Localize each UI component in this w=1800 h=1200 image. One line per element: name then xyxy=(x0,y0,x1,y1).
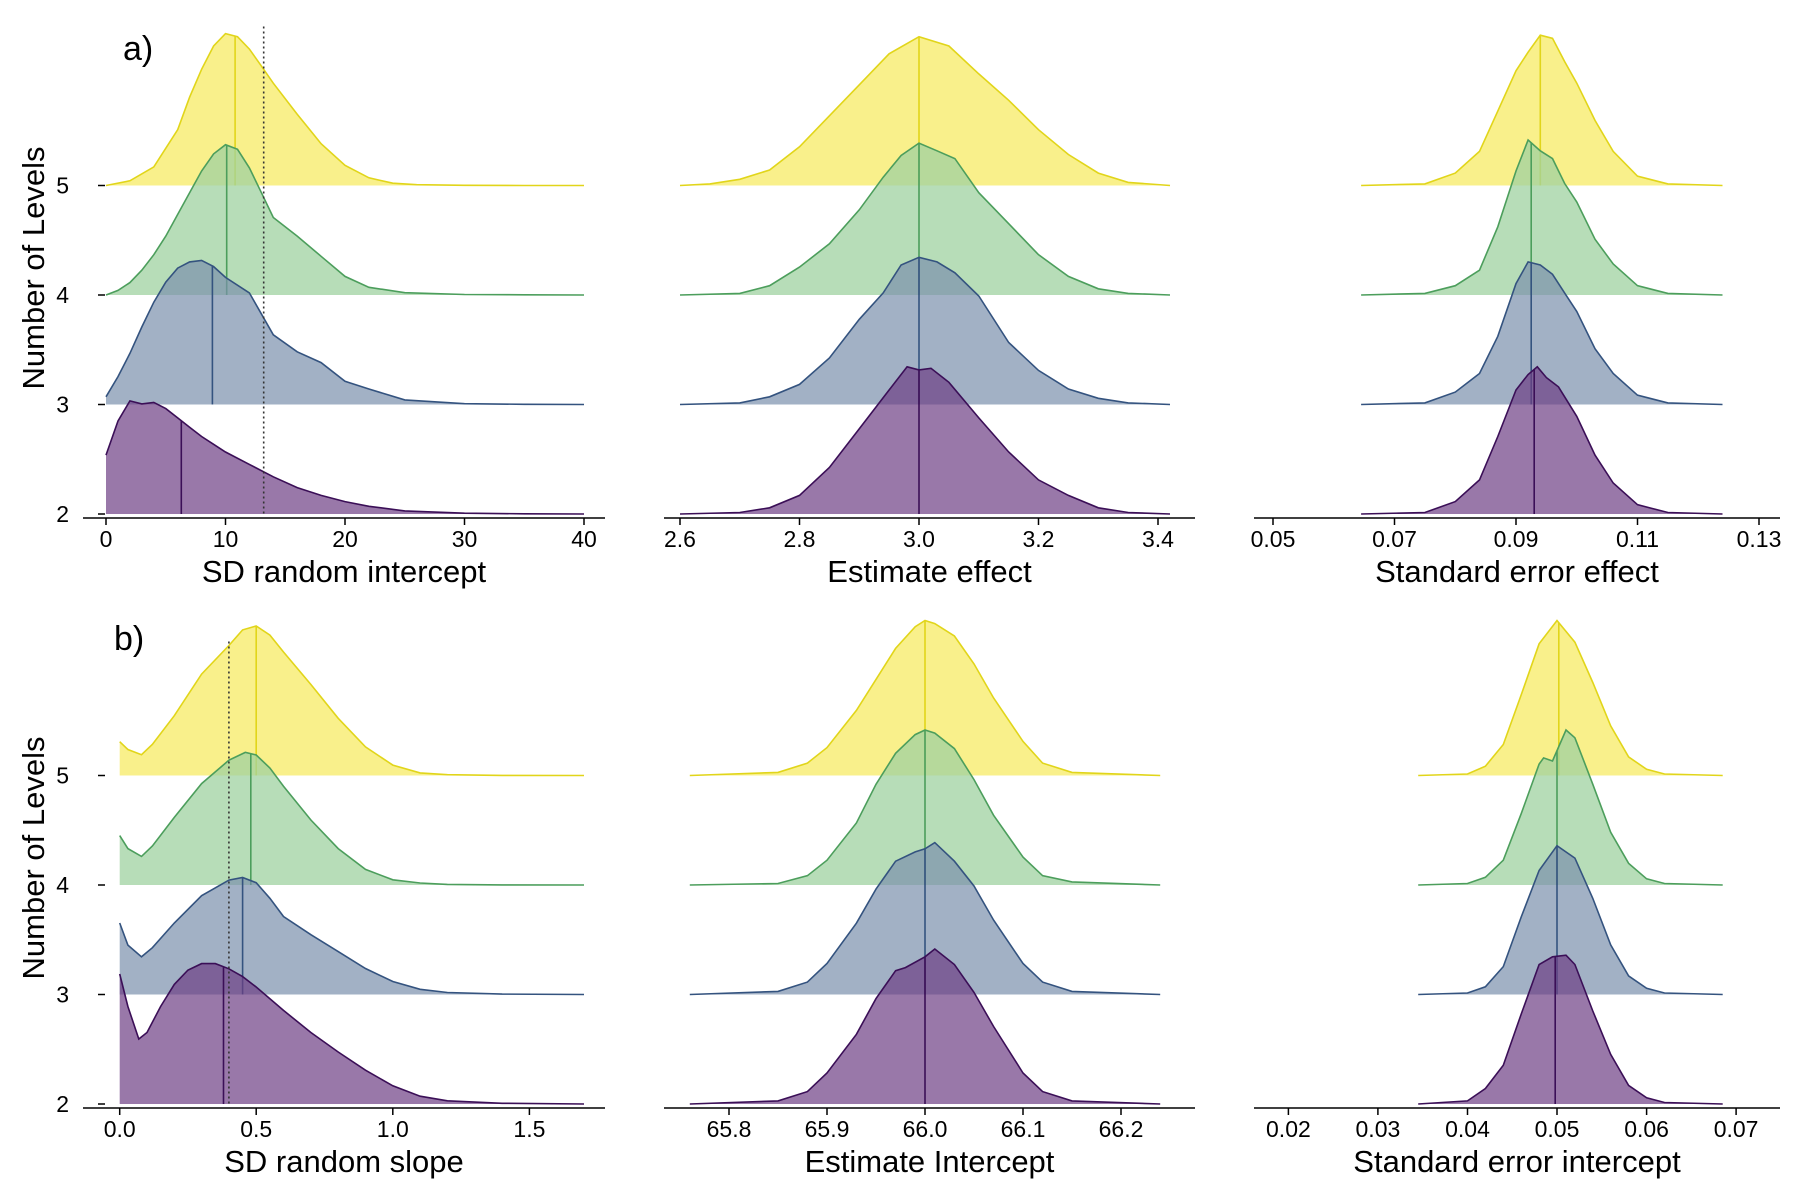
ridge-fill-level-2 xyxy=(1418,955,1723,1104)
x-tick-label: 3.4 xyxy=(1142,526,1174,552)
x-tick-label: 0 xyxy=(100,526,113,552)
panel-sd-random-slope: 0.0 0.5 1.0 1.5 SD random slope 2 3 4 5 xyxy=(56,625,605,1179)
x-axis-title: SD random slope xyxy=(224,1144,464,1179)
x-tick-label: 30 xyxy=(452,526,478,552)
y-tick-label: 4 xyxy=(56,872,69,898)
ridge-fill-level-4 xyxy=(680,143,1170,295)
ridge-fill-level-5 xyxy=(119,626,584,776)
x-tick-label: 2.8 xyxy=(784,526,816,552)
x-tick-label: 65.9 xyxy=(805,1116,850,1142)
x-tick-label: 66.1 xyxy=(1001,1116,1046,1142)
ridge-fill-level-4 xyxy=(1418,730,1723,885)
ridge-outline-level-3 xyxy=(118,876,585,996)
ridge-fill-level-4 xyxy=(119,752,584,885)
ridge-outline-level-4 xyxy=(119,751,585,886)
x-tick-label: 1.5 xyxy=(513,1116,545,1142)
panel-estimate-intercept: 65.8 65.9 66.0 66.1 66.2 Estimate Intercept xyxy=(664,619,1195,1179)
x-tick-label: 0.04 xyxy=(1445,1116,1490,1142)
x-axis-title: Estimate effect xyxy=(827,554,1032,589)
ridge-outline-level-2 xyxy=(1418,954,1723,1105)
panel-standard-error-effect: 0.05 0.07 0.09 0.11 0.13 Standard error effec… xyxy=(1251,34,1782,589)
y-tick-label: 2 xyxy=(56,1091,69,1117)
ridge-fill-level-3 xyxy=(1418,845,1723,995)
y-axis-title-bottom: Number of Levels xyxy=(16,737,51,980)
y-tick-label: 4 xyxy=(56,282,69,308)
ridge-outline-level-4 xyxy=(679,142,1171,296)
ridge-outline-level-3 xyxy=(679,256,1171,406)
x-tick-label: 20 xyxy=(332,526,358,552)
x-tick-label: 0.07 xyxy=(1372,526,1417,552)
ridge-fill-level-3 xyxy=(106,260,584,405)
ridge-fill-level-2 xyxy=(1361,366,1723,514)
ridge-fill-level-4 xyxy=(1361,140,1723,295)
ridge-outline-level-3 xyxy=(1361,260,1723,406)
x-tick-label: 0.03 xyxy=(1356,1116,1401,1142)
ridge-outline-level-5 xyxy=(119,625,585,777)
x-tick-label: 0.07 xyxy=(1714,1116,1759,1142)
ridge-outline-level-5 xyxy=(1418,619,1723,777)
x-tick-label: 0.5 xyxy=(240,1116,272,1142)
ridge-fill-level-3 xyxy=(1361,261,1723,405)
x-tick-label: 0.11 xyxy=(1616,526,1659,552)
x-axis-title: Standard error intercept xyxy=(1353,1144,1681,1179)
x-tick-label: 0.02 xyxy=(1266,1116,1311,1142)
x-tick-label: 0.0 xyxy=(104,1116,136,1142)
y-axis-title-top: Number of Levels xyxy=(16,147,51,390)
panel-tag-a: a) xyxy=(123,30,153,68)
y-tick-label: 5 xyxy=(56,173,69,199)
ridge-outline-level-2 xyxy=(105,399,585,515)
x-tick-label: 3.2 xyxy=(1023,526,1055,552)
ridge-fill-level-5 xyxy=(1418,620,1723,776)
panel-standard-error-intercept: 0.02 0.03 0.04 0.05 0.06 0.07 Standard error i… xyxy=(1254,619,1780,1179)
x-tick-label: 10 xyxy=(213,526,239,552)
panel-estimate-effect: 2.6 2.8 3.0 3.2 3.4 Estimate effect xyxy=(664,35,1195,589)
panel-tag-b: b) xyxy=(114,620,144,658)
y-tick-label: 2 xyxy=(56,501,69,527)
y-tick-label: 3 xyxy=(56,392,69,418)
ridge-outline-level-2 xyxy=(679,365,1171,515)
ridge-outline-level-3 xyxy=(105,259,585,406)
x-tick-label: 65.8 xyxy=(707,1116,752,1142)
ridge-outline-level-4 xyxy=(1418,728,1723,886)
x-tick-label: 2.6 xyxy=(664,526,696,552)
x-tick-label: 0.05 xyxy=(1251,526,1296,552)
ridge-fill-level-2 xyxy=(119,963,584,1104)
x-tick-label: 0.06 xyxy=(1624,1116,1669,1142)
ridge-outline-level-4 xyxy=(105,143,585,296)
y-tick-label: 3 xyxy=(56,982,69,1008)
ridge-outline-level-2 xyxy=(118,962,585,1105)
panel-sd-random-intercept: 0 10 20 30 40 SD random intercept 2 3 4 5 xyxy=(56,26,605,589)
ridge-outline-level-5 xyxy=(105,32,584,187)
x-axis-title: Estimate Intercept xyxy=(805,1144,1055,1179)
ridge-outline-level-3 xyxy=(1418,844,1723,996)
x-axis-title: SD random intercept xyxy=(202,554,487,589)
x-tick-label: 0.09 xyxy=(1494,526,1539,552)
x-tick-label: 0.13 xyxy=(1737,526,1782,552)
x-tick-label: 66.2 xyxy=(1099,1116,1144,1142)
ridge-fill-level-5 xyxy=(680,36,1170,186)
ridge-outline-level-4 xyxy=(1361,138,1723,296)
ridge-fill-level-3 xyxy=(680,257,1170,405)
ridge-outline-level-2 xyxy=(1361,365,1723,515)
ridge-fill-level-5 xyxy=(1361,35,1723,186)
x-tick-label: 0.05 xyxy=(1535,1116,1580,1142)
ridge-fill-level-3 xyxy=(119,877,584,995)
x-axis-title: Standard error effect xyxy=(1375,554,1659,589)
x-tick-label: 66.0 xyxy=(903,1116,948,1142)
x-tick-label: 1.0 xyxy=(377,1116,409,1142)
y-tick-label: 5 xyxy=(56,763,69,789)
ridge-fill-level-2 xyxy=(106,400,584,514)
ridge-fill-level-4 xyxy=(106,144,584,295)
ridge-fill-level-5 xyxy=(106,33,584,186)
ridge-outline-level-5 xyxy=(1361,34,1723,187)
x-tick-label: 40 xyxy=(571,526,597,552)
x-tick-label: 3.0 xyxy=(903,526,935,552)
ridge-fill-level-2 xyxy=(680,366,1170,514)
